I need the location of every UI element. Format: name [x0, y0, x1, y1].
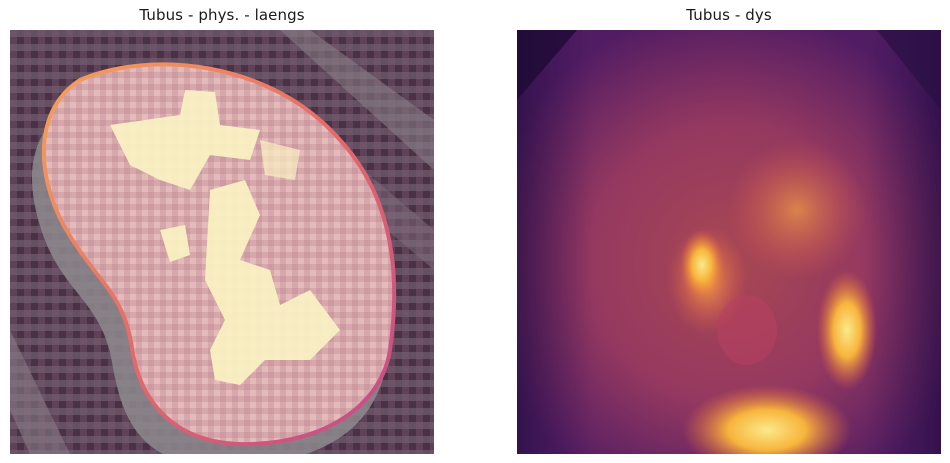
heatmap-hotspots [667, 140, 877, 454]
lumen-structures [110, 90, 340, 385]
panel-title: Tubus - dys [686, 6, 772, 24]
panel-tubus-dys: Tubus - dys [517, 0, 941, 463]
heatmap-overlay-image [517, 30, 941, 454]
panel-title: Tubus - phys. - laengs [139, 6, 305, 24]
segmentation-overlay-image [10, 30, 434, 454]
panel-tubus-phys-laengs: Tubus - phys. - laengs [10, 0, 434, 463]
